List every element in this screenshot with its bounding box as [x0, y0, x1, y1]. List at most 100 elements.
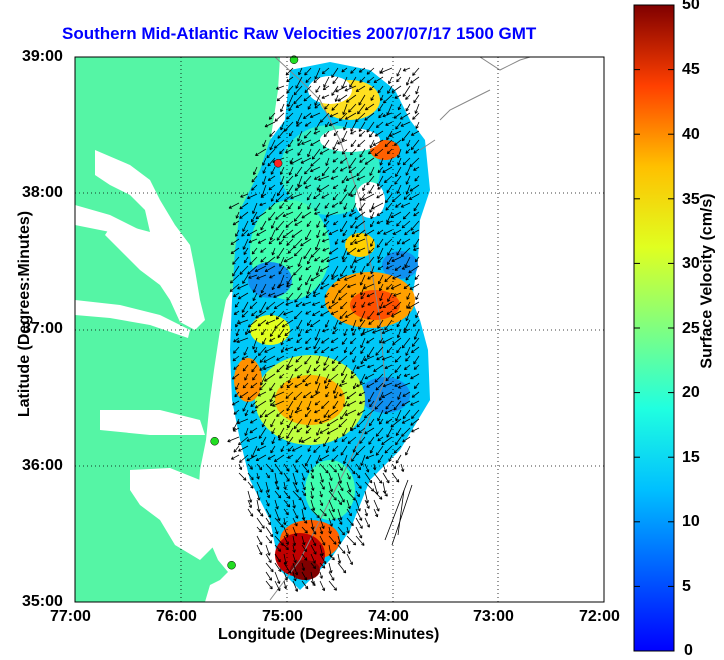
velocity-arrow [331, 202, 339, 208]
velocity-arrow [397, 157, 402, 166]
velocity-arrow [352, 301, 357, 309]
velocity-arrow [319, 535, 326, 546]
velocity-arrow [332, 193, 339, 201]
velocity-arrow [340, 265, 348, 277]
velocity-arrow [265, 301, 276, 310]
velocity-arrow [321, 67, 330, 75]
velocity-arrow [316, 427, 321, 436]
velocity-arrow [406, 139, 411, 147]
velocity-arrow [287, 139, 294, 148]
velocity-arrow [292, 238, 303, 249]
velocity-arrow [397, 489, 405, 536]
velocity-arrow [319, 508, 327, 517]
velocity-arrow [367, 148, 375, 155]
velocity-arrow [377, 319, 384, 329]
velocity-arrow [355, 481, 362, 489]
velocity-arrow [265, 544, 271, 556]
velocity-arrow [328, 580, 337, 591]
velocity-arrow [271, 247, 276, 256]
velocity-arrow [357, 103, 366, 115]
velocity-arrow [343, 328, 348, 337]
velocity-arrow [402, 67, 411, 72]
colorbar-tick-label: 15 [682, 449, 700, 466]
velocity-arrow [310, 274, 321, 282]
velocity-arrow [297, 283, 303, 291]
velocity-arrow [247, 193, 258, 200]
velocity-arrow [285, 148, 294, 154]
velocity-arrow [338, 391, 348, 397]
y-tick-label: 35:00 [22, 593, 63, 610]
velocity-arrow [282, 211, 294, 218]
velocity-arrow [297, 328, 303, 337]
velocity-arrow [314, 328, 321, 341]
velocity-arrow [264, 256, 276, 266]
velocity-arrow [352, 265, 357, 274]
velocity-arrow [292, 517, 298, 527]
velocity-arrow [356, 418, 366, 428]
velocity-arrow [348, 166, 357, 174]
velocity-arrow [346, 553, 353, 566]
velocity-arrow [316, 229, 321, 239]
velocity-arrow [255, 310, 267, 319]
velocity-arrow [292, 553, 297, 564]
velocity-arrow [354, 238, 366, 244]
velocity-arrow [339, 193, 348, 205]
velocity-arrow [269, 310, 276, 317]
velocity-arrow [346, 490, 356, 501]
velocity-arrow [314, 202, 321, 212]
colorbar-tick-label: 35 [682, 191, 700, 208]
velocity-arrow [269, 229, 276, 241]
velocity-arrow [339, 310, 348, 320]
velocity-arrows [227, 67, 420, 592]
velocity-arrow [337, 481, 344, 492]
velocity-arrow [271, 436, 276, 445]
velocity-arrow [256, 508, 264, 517]
velocity-arrow [313, 445, 321, 454]
velocity-arrow [372, 328, 384, 334]
velocity-arrow [260, 247, 267, 253]
velocity-arrow [265, 499, 270, 507]
velocity-arrow [311, 301, 321, 306]
velocity-arrow [289, 409, 294, 419]
velocity-arrow [369, 166, 375, 176]
velocity-arrow [268, 238, 276, 245]
velocity-arrow [400, 121, 411, 127]
velocity-arrow [234, 391, 240, 398]
velocity-arrow [355, 517, 363, 529]
velocity-arrow [323, 373, 330, 384]
velocity-arrow [301, 571, 308, 581]
velocity-arrow [328, 490, 337, 501]
velocity-arrow [256, 463, 263, 471]
velocity-arrow [314, 67, 321, 80]
velocity-arrow [274, 490, 282, 499]
y-tick-label: 37:00 [22, 320, 63, 337]
velocity-arrow [243, 346, 249, 356]
velocity-arrow [316, 184, 321, 191]
velocity-arrow [298, 436, 303, 443]
velocity-arrow [292, 562, 299, 576]
velocity-arrow [408, 193, 420, 200]
velocity-arrow [321, 238, 330, 243]
velocity-arrow [389, 130, 402, 137]
velocity-arrow [307, 103, 312, 110]
velocity-arrow [325, 121, 330, 128]
velocity-arrow [359, 157, 366, 163]
velocity-arrow [267, 157, 276, 167]
velocity-arrow [366, 175, 375, 186]
velocity-arrow [364, 229, 375, 237]
velocity-arrow [310, 247, 321, 258]
velocity-arrow [341, 130, 348, 142]
velocity-arrow [349, 148, 357, 156]
velocity-arrow [264, 121, 276, 128]
velocity-arrow [384, 445, 393, 454]
velocity-arrow [286, 85, 294, 94]
velocity-arrow [292, 580, 299, 592]
velocity-arrow [292, 535, 297, 546]
velocity-arrow [342, 103, 348, 115]
velocity-arrow [337, 544, 346, 554]
velocity-arrow [406, 292, 411, 300]
velocity-arrow [280, 121, 285, 131]
velocity-arrow [259, 301, 267, 314]
velocity-arrow [403, 193, 411, 200]
velocity-arrow [393, 445, 402, 454]
